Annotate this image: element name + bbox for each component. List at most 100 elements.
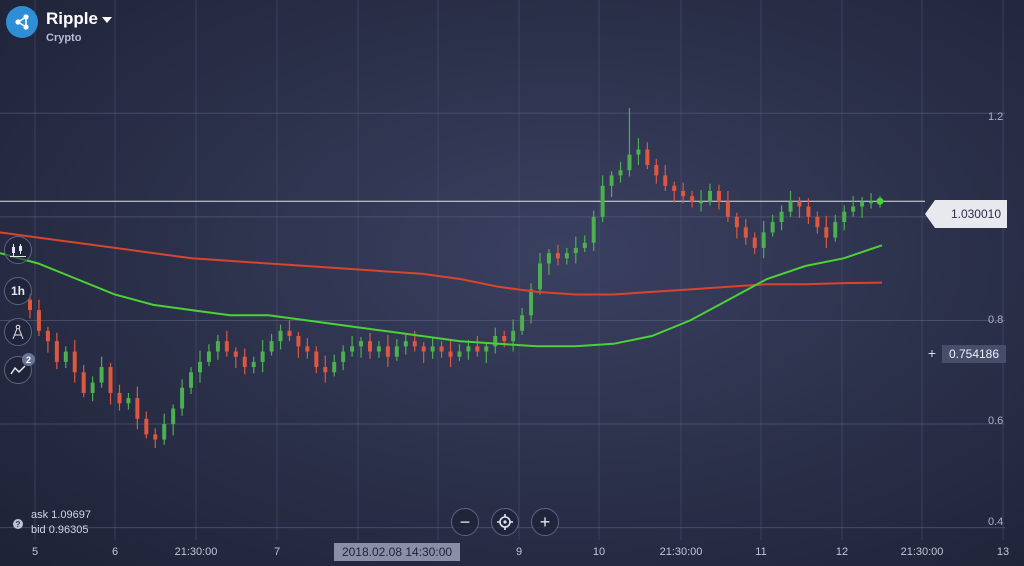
- asset-name[interactable]: Ripple: [46, 9, 98, 28]
- candle-body: [824, 227, 829, 238]
- candle-body: [153, 434, 158, 440]
- candle-body: [564, 253, 569, 259]
- candle-body: [672, 185, 677, 191]
- candle-body: [314, 351, 319, 368]
- candle-body: [180, 387, 185, 409]
- candle-body: [251, 361, 256, 368]
- candle-body: [341, 351, 346, 362]
- cursor-date-tag: 2018.02.08 14:30:00: [334, 543, 460, 561]
- last-price-dot: [876, 197, 884, 205]
- candle-body: [860, 201, 865, 207]
- candle-body: [350, 346, 355, 352]
- compass-drawing-icon: [12, 324, 24, 340]
- indicators-count-badge: 2: [22, 353, 35, 366]
- x-axis-label: 21:30:00: [174, 546, 218, 558]
- candle-body: [171, 408, 176, 425]
- candle-body: [681, 190, 686, 197]
- candle-body: [690, 196, 695, 202]
- candle-body: [412, 341, 417, 347]
- candle-body: [90, 382, 95, 393]
- candle-body: [28, 299, 32, 311]
- candle-body: [833, 222, 838, 238]
- candle-body: [206, 351, 211, 362]
- x-axis-label: 6: [111, 546, 119, 558]
- candle-body: [716, 190, 721, 202]
- y-axis-label: 0.6: [988, 415, 1004, 427]
- zoom-out-button[interactable]: −: [451, 508, 479, 536]
- x-axis-label: 5: [31, 546, 39, 558]
- candle-body: [546, 253, 551, 264]
- candle-body: [591, 216, 596, 243]
- candle-body: [600, 185, 605, 217]
- asset-category: Crypto: [46, 32, 82, 44]
- target-icon: [497, 514, 513, 530]
- candle-body: [224, 341, 229, 352]
- candle-body: [797, 201, 802, 207]
- candle-body: [126, 398, 131, 404]
- candle-body: [430, 346, 435, 352]
- candle-body: [439, 346, 444, 352]
- candle-body: [645, 149, 650, 166]
- x-axis-label: 21:30:00: [900, 546, 944, 558]
- candle-body: [493, 335, 498, 347]
- candle-body: [296, 335, 301, 347]
- candle-body: [636, 149, 641, 155]
- candle-body: [851, 206, 856, 212]
- candle-body: [502, 335, 507, 342]
- candle-body: [529, 289, 534, 316]
- candle-body: [323, 367, 328, 373]
- cursor-price-tag: 0.754186: [942, 345, 1006, 363]
- drawing-tools-button[interactable]: [4, 318, 32, 346]
- chevron-down-icon[interactable]: [101, 17, 112, 23]
- candle-body: [511, 330, 516, 342]
- candle-body: [45, 330, 50, 342]
- candle-body: [63, 351, 68, 362]
- bid-price: bid 0.96305: [31, 524, 89, 536]
- candle-body: [761, 232, 766, 248]
- candle-body: [287, 330, 292, 336]
- candle-body: [215, 341, 220, 352]
- ripple-logo-icon: [6, 6, 38, 38]
- y-axis-label: 0.8: [988, 314, 1004, 326]
- candle-body: [627, 154, 632, 171]
- candle-body: [475, 346, 480, 352]
- zoom-in-button[interactable]: +: [531, 508, 559, 536]
- plus-icon[interactable]: +: [927, 345, 937, 361]
- indicators-icon: [10, 365, 26, 375]
- candle-body: [708, 190, 712, 202]
- ma-slow-line: [0, 231, 883, 296]
- x-axis-label: 9: [515, 546, 523, 558]
- candle-body: [117, 392, 122, 404]
- candle-body: [135, 398, 140, 419]
- indicators-button[interactable]: 2: [4, 353, 35, 384]
- help-icon[interactable]: ?: [13, 519, 23, 529]
- x-axis-label: 12: [835, 546, 849, 558]
- ma-fast-line: [0, 244, 883, 348]
- ask-price: ask 1.09697: [31, 509, 91, 521]
- candle-body: [278, 330, 283, 342]
- x-axis-label: 7: [273, 546, 281, 558]
- current-price-tag: 1.030010: [925, 200, 1007, 228]
- candle-body: [538, 263, 542, 290]
- asset-header[interactable]: Ripple Crypto: [6, 6, 112, 44]
- candle-body: [699, 201, 704, 204]
- y-axis-label: 1.2: [988, 111, 1004, 123]
- candle-body: [376, 346, 381, 352]
- candle-body: [359, 341, 364, 347]
- minus-icon: −: [459, 511, 471, 532]
- candlestick-chart-icon: [10, 244, 26, 257]
- candle-body: [466, 346, 471, 352]
- candles: [28, 108, 882, 448]
- candle-body: [618, 170, 623, 176]
- timeframe-button[interactable]: 1h: [4, 277, 32, 305]
- chart-type-button[interactable]: [4, 236, 32, 264]
- candle-body: [663, 175, 668, 186]
- candle-body: [725, 201, 730, 217]
- candle-body: [806, 206, 811, 217]
- chart-grid: [0, 0, 1005, 540]
- candle-body: [770, 222, 775, 233]
- candle-body: [573, 247, 578, 254]
- ask-bid-panel: ask 1.09697 bid 0.96305: [13, 508, 91, 538]
- reset-zoom-button[interactable]: [491, 508, 519, 536]
